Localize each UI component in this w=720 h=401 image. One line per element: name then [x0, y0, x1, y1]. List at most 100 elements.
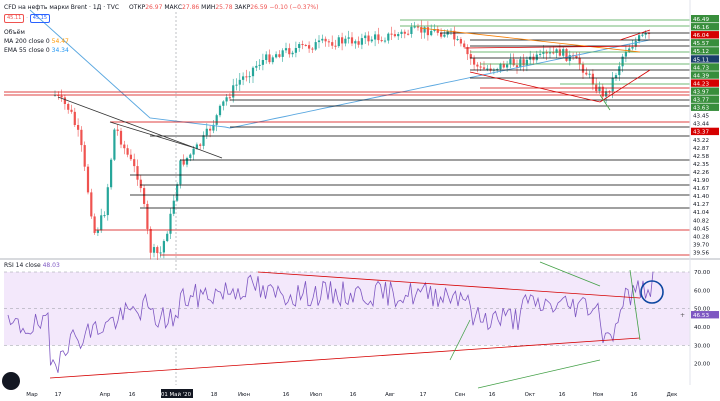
- candle-body[interactable]: [265, 54, 268, 60]
- candle-body[interactable]: [469, 54, 472, 59]
- candle-body[interactable]: [169, 213, 172, 234]
- rsi-legend[interactable]: RSI 14 close 48.03: [4, 262, 60, 269]
- candle-body[interactable]: [545, 52, 548, 54]
- bid-price[interactable]: 45.11: [4, 14, 25, 23]
- candle-body[interactable]: [159, 252, 162, 254]
- candle-body[interactable]: [185, 157, 189, 165]
- candle-body[interactable]: [327, 41, 330, 43]
- price-axis[interactable]: 46.49 46.16 46.04 45.57 45.12 45.11 44.73 44.39…: [689, 0, 719, 385]
- ma200-legend[interactable]: MA 200 close 0 54.47: [4, 38, 69, 45]
- candle-body[interactable]: [519, 59, 522, 68]
- candle-body[interactable]: [57, 94, 60, 96]
- candle-body[interactable]: [387, 33, 390, 41]
- candle-body[interactable]: [110, 159, 113, 188]
- candle-body[interactable]: [562, 49, 565, 56]
- candle-body[interactable]: [565, 49, 568, 61]
- candle-body[interactable]: [146, 203, 149, 229]
- candle-body[interactable]: [152, 247, 156, 253]
- candle-body[interactable]: [331, 42, 334, 46]
- candle-body[interactable]: [192, 148, 195, 155]
- candle-body[interactable]: [641, 34, 644, 36]
- candle-body[interactable]: [113, 129, 116, 160]
- trend-line[interactable]: [109, 121, 196, 149]
- candle-body[interactable]: [588, 73, 591, 75]
- candle-body[interactable]: [324, 38, 327, 42]
- candle-body[interactable]: [383, 40, 387, 42]
- candle-body[interactable]: [390, 33, 393, 35]
- candle-body[interactable]: [317, 40, 321, 43]
- volume-legend[interactable]: Объём: [4, 29, 25, 36]
- candle-body[interactable]: [119, 130, 123, 145]
- rsi-pane[interactable]: [4, 261, 690, 389]
- candle-body[interactable]: [558, 49, 561, 56]
- rsi-trend-line[interactable]: [539, 261, 601, 287]
- candle-body[interactable]: [535, 54, 538, 61]
- candle-body[interactable]: [548, 52, 552, 54]
- candle-body[interactable]: [278, 54, 281, 57]
- candle-body[interactable]: [525, 59, 528, 66]
- candle-body[interactable]: [347, 37, 350, 39]
- candle-body[interactable]: [416, 26, 420, 28]
- candle-body[interactable]: [106, 187, 109, 216]
- highlight-circle[interactable]: [640, 280, 664, 304]
- candle-body[interactable]: [598, 86, 601, 92]
- candle-body[interactable]: [314, 42, 317, 50]
- candle-body[interactable]: [601, 86, 604, 97]
- price-pane[interactable]: [0, 9, 720, 385]
- candle-body[interactable]: [459, 39, 462, 44]
- ask-price[interactable]: 45.15: [29, 14, 51, 23]
- candle-body[interactable]: [96, 230, 99, 233]
- candle-body[interactable]: [393, 34, 396, 37]
- candle-body[interactable]: [235, 84, 238, 86]
- candle-body[interactable]: [218, 105, 222, 116]
- candle-body[interactable]: [176, 184, 179, 201]
- candle-body[interactable]: [473, 58, 476, 65]
- candle-body[interactable]: [512, 59, 515, 66]
- candle-body[interactable]: [420, 27, 423, 33]
- candle-body[interactable]: [337, 37, 340, 47]
- rsi-trend-line[interactable]: [629, 269, 641, 341]
- candle-body[interactable]: [182, 160, 185, 165]
- candle-body[interactable]: [284, 48, 288, 51]
- candle-body[interactable]: [555, 49, 558, 53]
- candle-body[interactable]: [631, 46, 634, 49]
- trend-line[interactable]: [599, 69, 651, 103]
- candle-body[interactable]: [644, 32, 647, 35]
- candle-body[interactable]: [509, 59, 512, 65]
- candle-body[interactable]: [341, 37, 344, 44]
- candle-body[interactable]: [70, 109, 73, 112]
- candle-body[interactable]: [647, 32, 651, 34]
- rsi-line[interactable]: [7, 271, 654, 373]
- candle-body[interactable]: [261, 59, 264, 65]
- symbol-legend[interactable]: CFD на нефть марки Brent · 1Д · TVC ОТКР…: [4, 4, 318, 11]
- candle-body[interactable]: [624, 51, 627, 57]
- candle-body[interactable]: [245, 76, 248, 78]
- candle-body[interactable]: [453, 30, 456, 40]
- candle-body[interactable]: [634, 41, 637, 47]
- rsi-axis[interactable]: 70.00 60.00 50.00 40.00 30.00 20.00 46.53 +: [680, 270, 719, 368]
- ema55-legend[interactable]: EMA 55 close 0 34.34: [4, 47, 69, 54]
- candle-body[interactable]: [83, 145, 86, 167]
- candle-body[interactable]: [275, 54, 278, 58]
- candle-body[interactable]: [133, 159, 136, 167]
- candle-body[interactable]: [532, 56, 535, 61]
- ma200-line[interactable]: [29, 9, 651, 129]
- candle-body[interactable]: [258, 64, 261, 66]
- candle-body[interactable]: [575, 56, 578, 58]
- candle-body[interactable]: [618, 66, 621, 76]
- candle-body[interactable]: [581, 64, 585, 73]
- candle-body[interactable]: [605, 91, 608, 97]
- candle-body[interactable]: [360, 38, 363, 45]
- candle-body[interactable]: [304, 45, 307, 47]
- candle-body[interactable]: [129, 154, 132, 160]
- candle-body[interactable]: [585, 72, 588, 75]
- candle-body[interactable]: [100, 215, 103, 231]
- candle-body[interactable]: [397, 33, 400, 37]
- candle-body[interactable]: [80, 129, 83, 146]
- candle-body[interactable]: [195, 144, 198, 149]
- candle-body[interactable]: [73, 111, 76, 126]
- candle-body[interactable]: [321, 38, 324, 41]
- candle-body[interactable]: [430, 30, 433, 36]
- horizontal-levels[interactable]: [4, 19, 690, 256]
- candle-body[interactable]: [357, 41, 360, 45]
